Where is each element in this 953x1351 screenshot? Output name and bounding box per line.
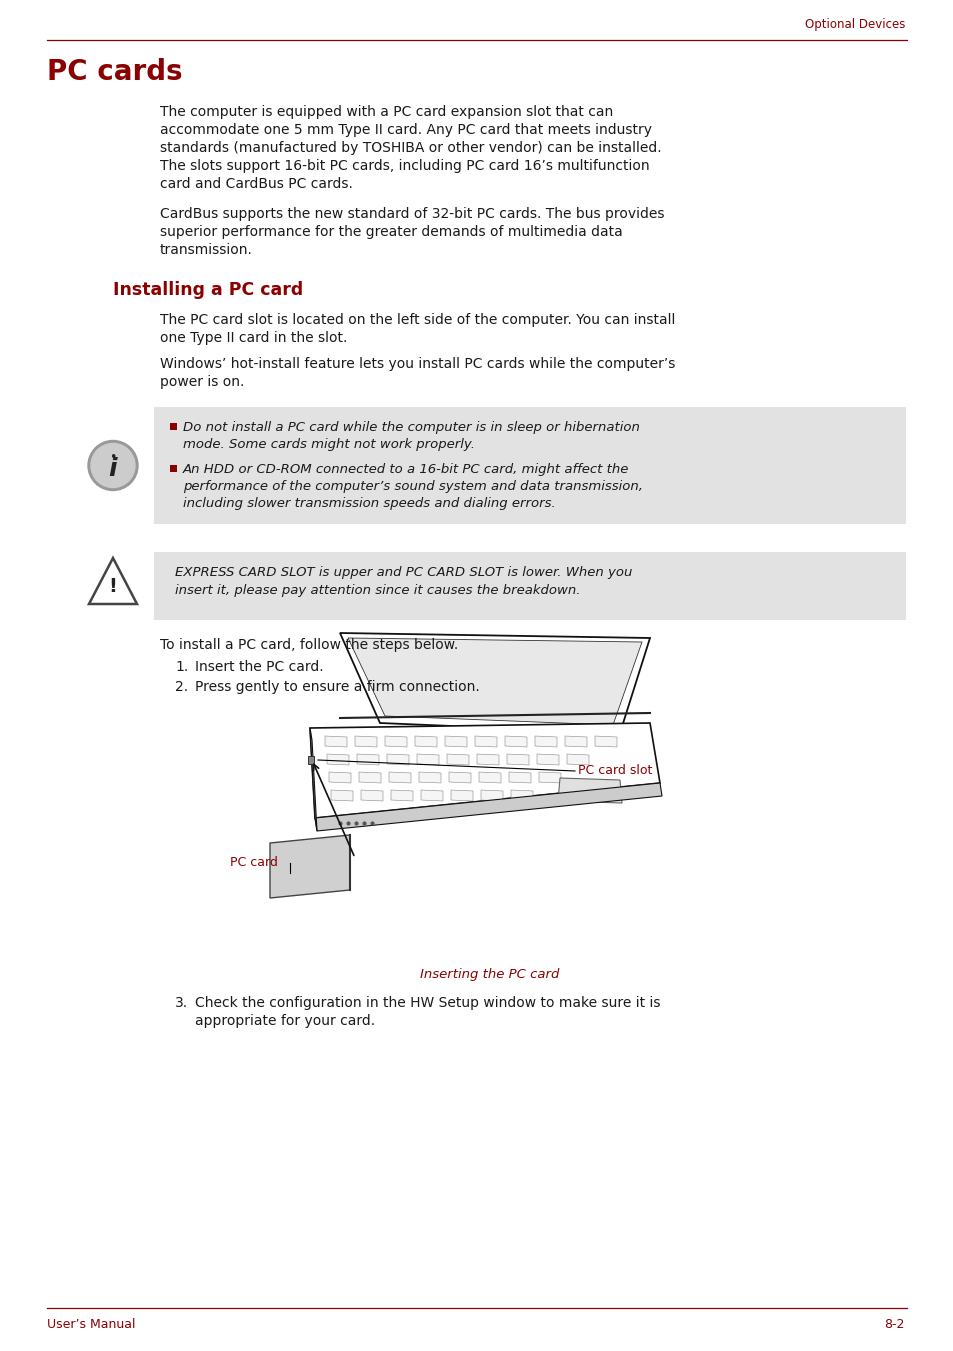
Text: PC cards: PC cards [47,58,182,86]
Polygon shape [538,771,560,784]
Text: Installing a PC card: Installing a PC card [112,281,303,299]
Text: performance of the computer’s sound system and data transmission,: performance of the computer’s sound syst… [183,480,642,493]
Polygon shape [504,736,526,747]
Text: EXPRESS CARD SLOT is upper and PC CARD SLOT is lower. When you: EXPRESS CARD SLOT is upper and PC CARD S… [174,566,632,580]
Polygon shape [358,771,380,784]
Text: •: • [110,451,116,463]
Polygon shape [325,736,347,747]
Polygon shape [327,754,349,765]
Polygon shape [331,790,353,801]
Text: Windows’ hot-install feature lets you install PC cards while the computer’s: Windows’ hot-install feature lets you in… [160,357,675,372]
Polygon shape [444,736,467,747]
Polygon shape [310,723,659,817]
Text: Do not install a PC card while the computer is in sleep or hibernation: Do not install a PC card while the compu… [183,422,639,434]
Text: superior performance for the greater demands of multimedia data: superior performance for the greater dem… [160,226,622,239]
Text: Inserting the PC card: Inserting the PC card [420,969,559,981]
Text: appropriate for your card.: appropriate for your card. [194,1015,375,1028]
Text: accommodate one 5 mm Type II card. Any PC card that meets industry: accommodate one 5 mm Type II card. Any P… [160,123,651,136]
Text: User’s Manual: User’s Manual [47,1319,135,1331]
Polygon shape [418,771,440,784]
Polygon shape [89,558,137,604]
Text: Press gently to ensure a firm connection.: Press gently to ensure a firm connection… [194,680,479,694]
Text: including slower transmission speeds and dialing errors.: including slower transmission speeds and… [183,497,556,509]
Polygon shape [270,835,350,898]
Text: mode. Some cards might not work properly.: mode. Some cards might not work properly… [183,438,475,451]
Bar [153,407,905,524]
Polygon shape [451,790,473,801]
Text: The computer is equipped with a PC card expansion slot that can: The computer is equipped with a PC card … [160,105,613,119]
Text: 1.: 1. [174,661,188,674]
Bar [308,757,314,765]
Text: transmission.: transmission. [160,243,253,257]
Text: The PC card slot is located on the left side of the computer. You can install: The PC card slot is located on the left … [160,313,675,327]
Polygon shape [416,754,438,765]
Polygon shape [360,790,382,801]
Polygon shape [537,754,558,765]
Circle shape [91,443,135,488]
Polygon shape [387,754,409,765]
Polygon shape [564,736,586,747]
Bar [170,423,177,430]
Polygon shape [449,771,471,784]
Polygon shape [476,754,498,765]
Text: 2.: 2. [174,680,188,694]
Text: insert it, please pay attention since it causes the breakdown.: insert it, please pay attention since it… [174,584,579,597]
Polygon shape [348,638,641,725]
Polygon shape [355,736,376,747]
Text: i: i [109,457,117,481]
Polygon shape [509,771,531,784]
Polygon shape [415,736,436,747]
Text: To install a PC card, follow the steps below.: To install a PC card, follow the steps b… [160,638,457,653]
Polygon shape [447,754,469,765]
Polygon shape [339,634,649,734]
Polygon shape [506,754,529,765]
Polygon shape [535,736,557,747]
Polygon shape [478,771,500,784]
Text: 3.: 3. [174,996,188,1011]
Text: one Type II card in the slot.: one Type II card in the slot. [160,331,347,345]
Text: 8-2: 8-2 [883,1319,904,1331]
Text: Check the configuration in the HW Setup window to make sure it is: Check the configuration in the HW Setup … [194,996,659,1011]
Polygon shape [314,784,661,831]
Polygon shape [475,736,497,747]
Text: standards (manufactured by TOSHIBA or other vendor) can be installed.: standards (manufactured by TOSHIBA or ot… [160,141,661,155]
Bar [170,465,177,471]
Text: The slots support 16-bit PC cards, including PC card 16’s multifunction: The slots support 16-bit PC cards, inclu… [160,159,649,173]
Polygon shape [511,790,533,801]
Polygon shape [329,771,351,784]
Text: PC card slot: PC card slot [578,765,652,777]
Polygon shape [480,790,502,801]
Polygon shape [595,736,617,747]
Polygon shape [420,790,442,801]
Text: Insert the PC card.: Insert the PC card. [194,661,323,674]
Circle shape [88,440,138,490]
Text: !: ! [109,577,117,596]
Polygon shape [558,778,621,802]
Bar [153,553,905,620]
Text: card and CardBus PC cards.: card and CardBus PC cards. [160,177,353,190]
Polygon shape [566,754,588,765]
Polygon shape [356,754,378,765]
Polygon shape [391,790,413,801]
Text: An HDD or CD-ROM connected to a 16-bit PC card, might affect the: An HDD or CD-ROM connected to a 16-bit P… [183,463,629,476]
Text: CardBus supports the new standard of 32-bit PC cards. The bus provides: CardBus supports the new standard of 32-… [160,207,664,222]
Polygon shape [389,771,411,784]
Text: power is on.: power is on. [160,376,244,389]
Polygon shape [385,736,407,747]
Text: PC card: PC card [230,857,277,870]
Text: Optional Devices: Optional Devices [803,18,904,31]
Polygon shape [310,728,316,831]
